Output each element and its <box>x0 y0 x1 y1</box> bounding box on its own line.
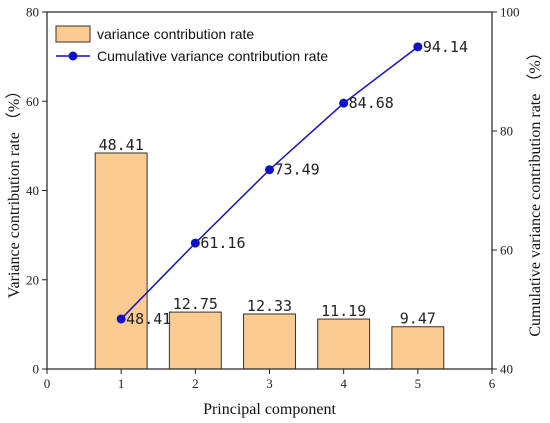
bar-pc-2 <box>168 311 222 370</box>
x-tick-label-2: 2 <box>192 376 199 391</box>
left-y-tick-label-20: 20 <box>26 272 39 287</box>
cumulative-label-pc-2: 61.16 <box>200 234 245 252</box>
left-y-tick-label-60: 60 <box>26 94 39 109</box>
x-tick-label-5: 5 <box>415 376 422 391</box>
cumulative-label-pc-3: 73.49 <box>275 161 320 179</box>
legend: variance contribution rate Cumulative va… <box>55 25 328 64</box>
bar-pc-5 <box>391 326 445 370</box>
x-tick-label-4: 4 <box>340 376 347 391</box>
cumulative-points <box>116 42 423 324</box>
x-axis-title: Principal component <box>203 401 336 418</box>
x-tick-label-0: 0 <box>44 376 51 391</box>
bar-label-pc-1: 48.41 <box>99 136 144 154</box>
left-y-tick-label-80: 80 <box>26 5 39 20</box>
bar-label-pc-4: 11.19 <box>321 302 366 320</box>
cumulative-point-pc-2 <box>190 238 200 248</box>
x-tick-label-1: 1 <box>118 376 125 391</box>
cumulative-label-pc-5: 94.14 <box>423 38 468 56</box>
bar-label-pc-3: 12.33 <box>247 297 292 315</box>
right-y-axis-title: Cumulative variance contribution rate （%… <box>526 44 544 336</box>
cumulative-point-pc-4 <box>339 98 349 108</box>
bar-series <box>94 152 445 370</box>
line-data-labels: 48.41 61.16 73.49 84.68 94.14 <box>126 38 468 328</box>
x-axis-ticks: 0 1 2 3 4 5 6 <box>44 369 496 391</box>
cumulative-point-pc-3 <box>265 165 274 175</box>
cumulative-line-series <box>120 46 419 320</box>
bar-pc-3 <box>243 313 296 370</box>
right-y-tick-label-100: 100 <box>500 5 520 20</box>
bar-pc-4 <box>317 318 371 370</box>
left-y-axis-title: Variance contribution rate （%） <box>5 83 23 298</box>
legend-line-label: Cumulative variance contribution rate <box>97 48 328 64</box>
bar-pc-1 <box>94 152 148 370</box>
legend-bar-swatch <box>55 25 91 43</box>
legend-bar-label: variance contribution rate <box>97 26 254 42</box>
bar-label-pc-5: 9.47 <box>400 310 436 328</box>
right-y-tick-label-60: 60 <box>500 243 513 258</box>
left-y-tick-label-0: 0 <box>33 362 40 377</box>
bar-label-pc-2: 12.75 <box>173 295 218 313</box>
x-tick-label-6: 6 <box>489 376 496 391</box>
legend-line-marker <box>68 51 78 61</box>
cumulative-line <box>120 46 419 320</box>
cumulative-label-pc-4: 84.68 <box>349 94 394 112</box>
left-y-tick-label-40: 40 <box>26 183 39 198</box>
left-y-axis-ticks: 0 20 40 60 80 <box>26 5 47 377</box>
right-y-axis-ticks: 40 60 80 100 <box>492 5 520 377</box>
right-y-tick-label-80: 80 <box>500 124 513 139</box>
cumulative-label-pc-1: 48.41 <box>126 310 171 328</box>
cumulative-point-pc-1 <box>116 314 126 324</box>
cumulative-point-pc-5 <box>413 42 423 52</box>
right-y-tick-label-40: 40 <box>500 362 513 377</box>
x-tick-label-3: 3 <box>266 376 273 391</box>
